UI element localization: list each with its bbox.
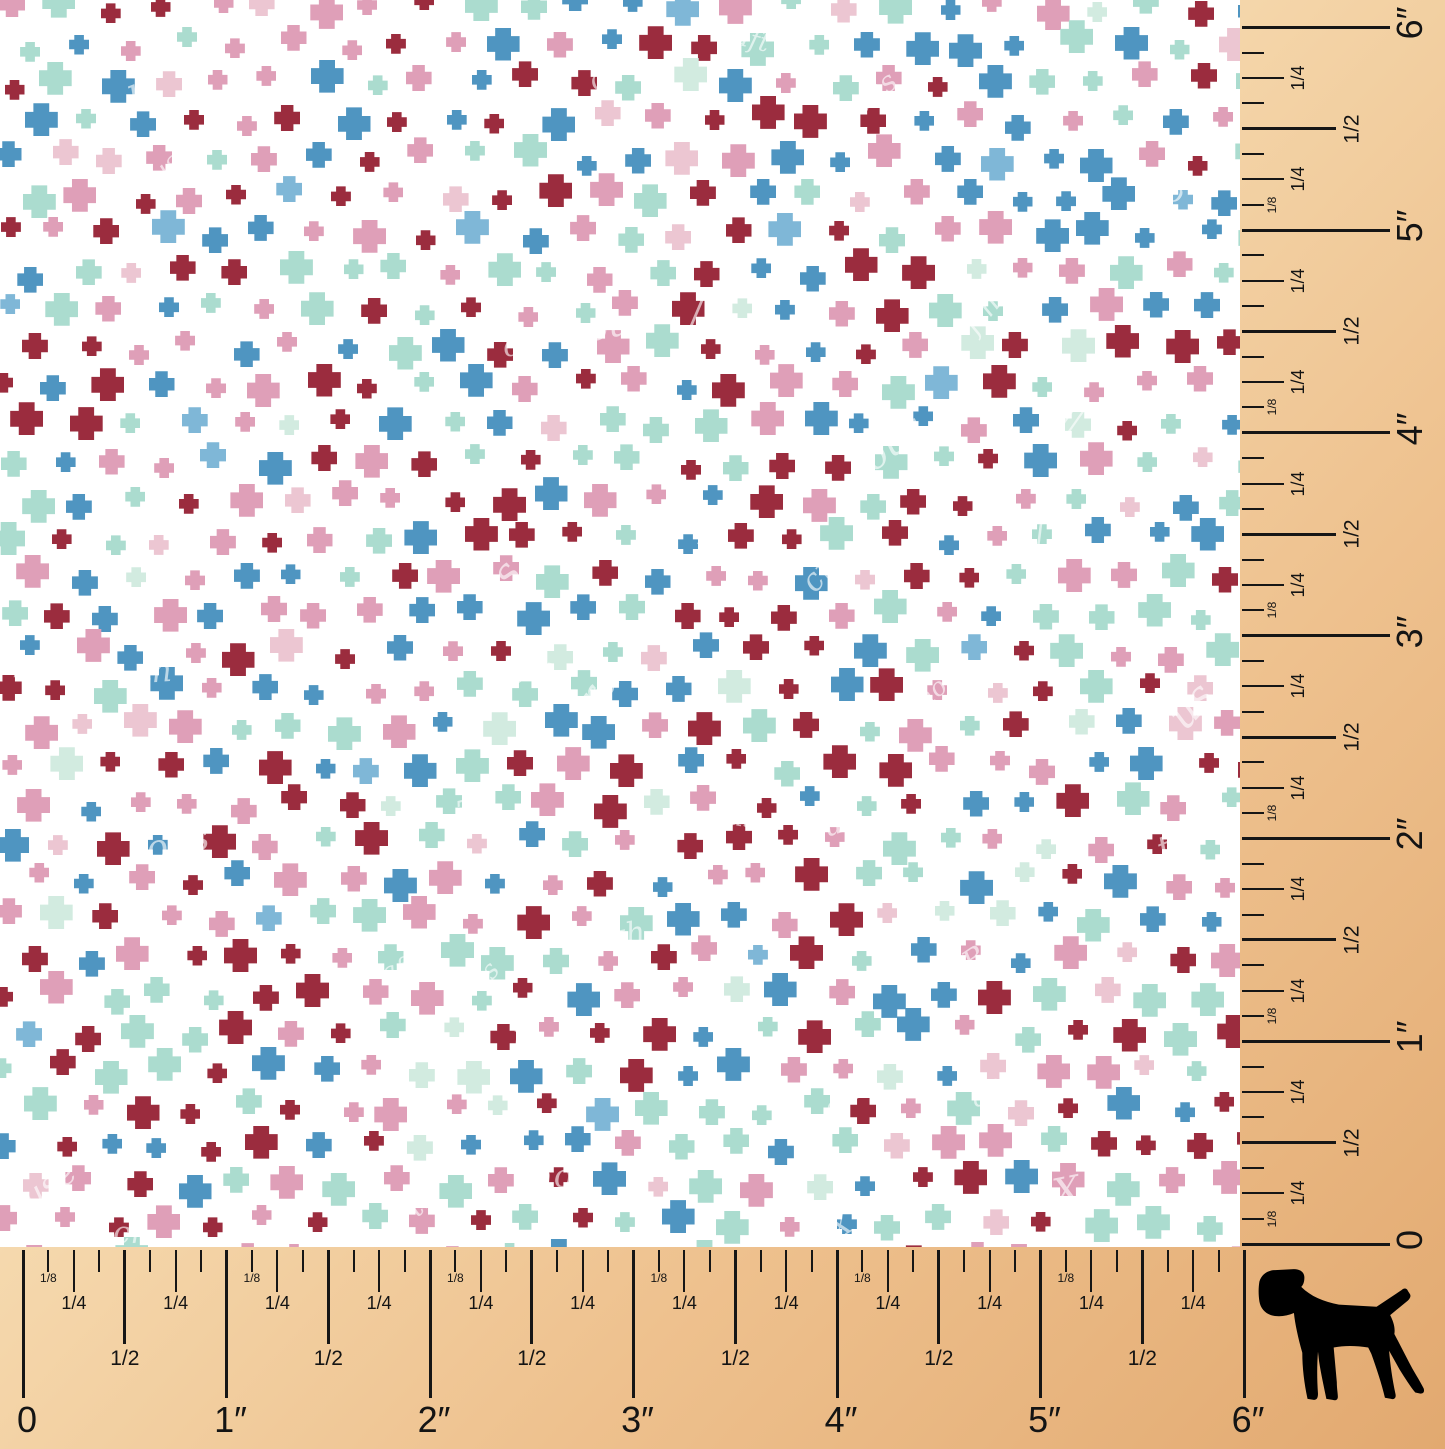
- ruler-tick: [1242, 938, 1336, 942]
- cross-motif: [981, 0, 1002, 12]
- ruler-tick: [1242, 1014, 1264, 1017]
- ruler-tick: [1242, 1065, 1264, 1068]
- ruler-label: 1/8: [1265, 804, 1279, 822]
- ruler-label: 1/2: [1340, 519, 1364, 549]
- ruler-tick: [1242, 178, 1284, 181]
- ruler-tick: [1242, 102, 1264, 105]
- ruler-tick: [1242, 735, 1336, 739]
- ruler-label: 0: [1389, 1229, 1430, 1251]
- ruler-label: 1/8: [1265, 196, 1279, 214]
- ruler-tick: [1242, 964, 1264, 967]
- ruler-tick: [1242, 710, 1264, 713]
- ruler-tick: [1242, 786, 1284, 789]
- cross-motif: [414, 0, 435, 11]
- ruler-label: 1/4: [1288, 65, 1308, 91]
- ruler-label: 1/8: [1265, 399, 1279, 416]
- ruler-label: 1/4: [1288, 673, 1308, 699]
- ruler-tick: [1242, 634, 1390, 638]
- ruler-tick: [1242, 507, 1264, 510]
- ruler-tick: [1242, 457, 1264, 460]
- ruler-tick: [1242, 1141, 1336, 1145]
- ruler-label: 1/2: [1340, 1127, 1364, 1158]
- ruler-tick: [1242, 152, 1264, 155]
- ruler-tick: [1242, 761, 1264, 764]
- ruler-tick: [1242, 51, 1264, 54]
- ruler-label: 4″: [1389, 412, 1430, 446]
- ruler-tick: [1242, 989, 1284, 992]
- ruler-tick: [1242, 305, 1264, 307]
- ruler-tick: [1242, 406, 1264, 409]
- ruler-label: 2″: [1389, 818, 1430, 851]
- ruler-tick: [1242, 329, 1336, 333]
- ruler-tick: [1242, 482, 1284, 485]
- cross-motif: [622, 0, 643, 12]
- ruler-label: 1/4: [1288, 166, 1308, 192]
- ruler-label: 1/4: [1288, 1079, 1308, 1105]
- ruler-label: 1/2: [1340, 113, 1364, 144]
- ruler-tick: [1242, 355, 1264, 358]
- ruler-label: 1/4: [1288, 470, 1308, 497]
- ruler-label: 1/2: [1340, 925, 1364, 955]
- ruler-tick: [1242, 1217, 1264, 1220]
- ruler-label: 3″: [1389, 615, 1430, 648]
- boxer-dog-silhouette-path: [1258, 1269, 1425, 1401]
- cross-motif: [1235, 64, 1240, 98]
- ruler-label: 1/4: [1288, 876, 1308, 902]
- ruler-tick: [1242, 203, 1264, 206]
- ruler-label: 1/8: [1265, 1007, 1279, 1025]
- ruler-tick: [1242, 1242, 1390, 1246]
- ruler-tick: [1242, 1116, 1264, 1119]
- ruler-label: 1/4: [1288, 977, 1308, 1004]
- cross-motif: [1237, 0, 1240, 25]
- ruler-tick: [1242, 76, 1284, 79]
- ruler-label: 1/4: [1288, 775, 1308, 801]
- ruler-tick: [1242, 254, 1264, 257]
- cross-motif: [1238, 453, 1240, 480]
- ruler-tick: [1242, 1039, 1390, 1043]
- ruler-label: 5″: [1389, 209, 1430, 243]
- cross-motif: [1235, 134, 1240, 168]
- ruler-tick: [1242, 888, 1284, 891]
- ruler-label: 1/4: [1288, 369, 1308, 395]
- ruler-tick: [1242, 279, 1284, 282]
- ruler-tick: [1242, 1090, 1284, 1093]
- boxer-dog-silhouette-icon: [1258, 1269, 1425, 1401]
- ruler-label: 1/4: [1288, 268, 1308, 294]
- ruler-label: 6″: [1389, 6, 1430, 40]
- ruler-tick: [1242, 1167, 1264, 1169]
- ruler-tick: [1242, 659, 1264, 662]
- cross-motif: [1238, 221, 1240, 255]
- cross-motif: [781, 0, 802, 10]
- ruler-tick: [1242, 127, 1336, 131]
- ruler-tick: [1242, 583, 1284, 586]
- ruler-tick: [1242, 532, 1336, 536]
- ruler-tick: [1242, 812, 1264, 814]
- ruler-tick: [1242, 558, 1264, 561]
- ruler-label: 1/8: [1265, 601, 1279, 619]
- ruler-tick: [1242, 431, 1390, 435]
- ruler-tick: [1242, 913, 1264, 916]
- ruler-tick: [1242, 862, 1264, 865]
- ruler-label: 1″: [1389, 1020, 1430, 1054]
- ruler-tick: [1242, 228, 1390, 232]
- ruler-tick: [1242, 836, 1390, 840]
- ruler-tick: [1242, 381, 1284, 384]
- ruler-label: 1/2: [1340, 316, 1364, 346]
- ruler-label: 1/2: [1340, 722, 1364, 752]
- ruler-label: 1/4: [1288, 572, 1308, 598]
- ruler-tick: [1242, 25, 1390, 29]
- cross-motif: [562, 0, 589, 12]
- ruler-label: 1/8: [1265, 1210, 1279, 1228]
- ruler-label: 1/4: [1288, 1180, 1308, 1206]
- ruler-tick: [1242, 1192, 1284, 1195]
- fabric-swatch: u cr aft ous t us ∕ tho cra ous ∕∕ fth h a ous B ∕∕ us ra c…: [0, 0, 1240, 1247]
- ruler-tick: [1242, 685, 1284, 688]
- ruler-tick: [1242, 609, 1264, 612]
